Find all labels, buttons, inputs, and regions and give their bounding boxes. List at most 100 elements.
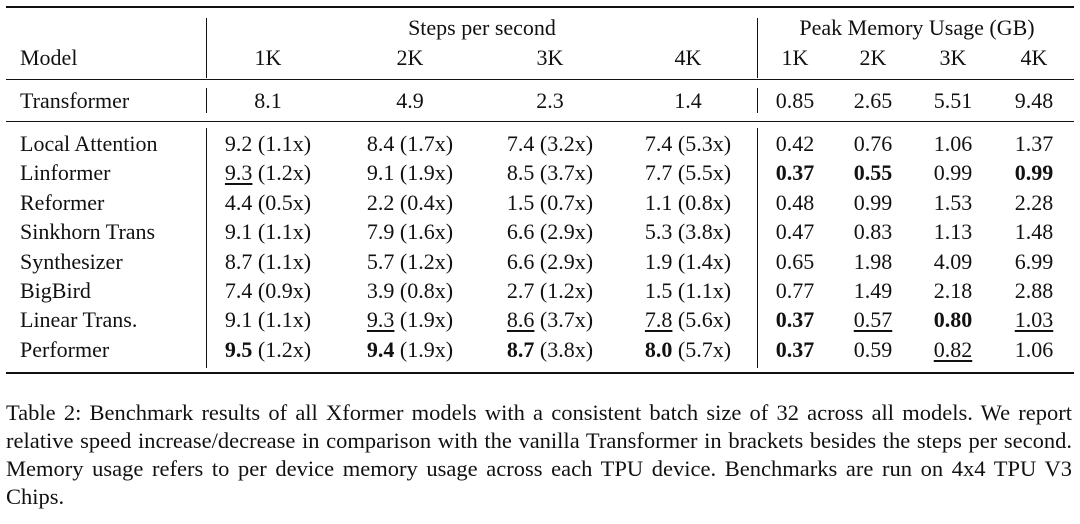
speed-ratio: (1.9x) bbox=[394, 160, 454, 186]
speed-cell: 7.4 (5.3x) bbox=[621, 131, 755, 157]
speed-value: 2.7 bbox=[506, 278, 535, 303]
speed-ratio: (1.1x) bbox=[252, 307, 312, 333]
memory-value: 1.48 bbox=[1014, 219, 1054, 245]
memory-value: 0.99 bbox=[853, 189, 893, 215]
memory-value: 2.88 bbox=[1014, 278, 1054, 303]
speed-ratio: (1.2x) bbox=[394, 248, 454, 274]
speed-cell: 1.5 (1.1x) bbox=[621, 278, 755, 304]
memory-value: 0.82 bbox=[933, 336, 973, 362]
speed-value: 8.7 bbox=[224, 248, 253, 274]
speed-cell: 9.1 (1.1x) bbox=[201, 307, 335, 333]
memory-cell: 1.03 bbox=[997, 307, 1071, 333]
speed-value: 6.6 bbox=[506, 219, 535, 245]
memory-value: 0.99 bbox=[933, 160, 973, 186]
memory-cell: 0.80 bbox=[916, 307, 990, 333]
speed-value: 2.2 bbox=[366, 189, 395, 215]
speed-cell: 5.7 (1.2x) bbox=[343, 249, 477, 275]
memory-cell: 0.83 bbox=[836, 219, 910, 245]
memory-value: 0.37 bbox=[775, 160, 815, 186]
memory-value: 0.76 bbox=[853, 131, 893, 156]
speed-ratio: (0.8x) bbox=[672, 189, 732, 215]
memory-cell: 0.99 bbox=[836, 190, 910, 216]
body-divider-right bbox=[757, 128, 758, 368]
model-column-header: Model bbox=[20, 45, 78, 70]
baseline-speed-cell: 4.9 bbox=[396, 88, 424, 113]
memory-cell: 2.88 bbox=[997, 278, 1071, 304]
memory-value: 0.77 bbox=[775, 278, 815, 303]
memory-cell: 0.76 bbox=[836, 131, 910, 157]
memory-value: 2.28 bbox=[1014, 189, 1054, 215]
speed-cell: 8.0 (5.7x) bbox=[621, 337, 755, 363]
memory-value: 0.42 bbox=[775, 131, 815, 156]
speed-cell: 7.4 (0.9x) bbox=[201, 278, 335, 304]
speed-cell: 9.1 (1.9x) bbox=[343, 160, 477, 186]
memory-cell: 2.28 bbox=[997, 190, 1071, 216]
speed-cell: 6.6 (2.9x) bbox=[483, 249, 617, 275]
speed-ratio: (0.7x) bbox=[534, 189, 594, 215]
speed-value: 8.0 bbox=[644, 336, 673, 362]
memory-cell: 0.82 bbox=[916, 337, 990, 363]
speed-ratio: (1.6x) bbox=[394, 219, 454, 245]
speed-value: 6.6 bbox=[506, 248, 535, 274]
memory-cell: 0.65 bbox=[758, 249, 832, 275]
speed-seq-header: 2K bbox=[396, 45, 424, 70]
baseline-divider-left bbox=[206, 88, 207, 113]
memory-cell: 0.48 bbox=[758, 190, 832, 216]
memory-cell: 0.99 bbox=[997, 160, 1071, 186]
speed-cell: 9.4 (1.9x) bbox=[343, 337, 477, 363]
memory-cell: 0.99 bbox=[916, 160, 990, 186]
speed-ratio: (0.4x) bbox=[394, 189, 454, 215]
speed-cell: 8.6 (3.7x) bbox=[483, 307, 617, 333]
memory-value: 0.47 bbox=[775, 219, 815, 245]
speed-cell: 5.3 (3.8x) bbox=[621, 219, 755, 245]
memory-cell: 4.09 bbox=[916, 249, 990, 275]
speed-seq-header: 3K bbox=[536, 45, 564, 70]
speed-cell: 1.1 (0.8x) bbox=[621, 190, 755, 216]
memory-cell: 1.98 bbox=[836, 249, 910, 275]
speed-seq-header: 1K bbox=[254, 45, 282, 70]
speed-cell: 7.8 (5.6x) bbox=[621, 307, 755, 333]
memory-value: 0.57 bbox=[853, 307, 893, 333]
memory-cell: 0.59 bbox=[836, 337, 910, 363]
memory-cell: 6.99 bbox=[997, 249, 1071, 275]
memory-value: 1.53 bbox=[933, 189, 973, 215]
memory-value: 6.99 bbox=[1014, 248, 1054, 274]
speed-value: 3.9 bbox=[366, 278, 395, 303]
speed-value: 9.1 bbox=[224, 219, 253, 245]
model-name-cell: Sinkhorn Trans bbox=[20, 219, 156, 245]
steps-per-second-header: Steps per second bbox=[408, 15, 556, 40]
speed-value: 9.1 bbox=[366, 160, 395, 186]
speed-cell: 2.2 (0.4x) bbox=[343, 190, 477, 216]
speed-cell: 3.9 (0.8x) bbox=[343, 278, 477, 304]
speed-ratio: (3.8x) bbox=[534, 336, 594, 362]
speed-cell: 1.9 (1.4x) bbox=[621, 249, 755, 275]
memory-value: 0.37 bbox=[775, 336, 815, 362]
speed-cell: 9.5 (1.2x) bbox=[201, 337, 335, 363]
memory-value: 0.99 bbox=[1014, 160, 1054, 186]
memory-value: 0.65 bbox=[775, 248, 815, 274]
model-name-cell: BigBird bbox=[20, 278, 91, 303]
model-name-cell: Local Attention bbox=[20, 131, 158, 156]
model-name-cell: Linear Trans. bbox=[20, 307, 138, 333]
header-rule bbox=[6, 79, 1074, 80]
memory-value: 0.48 bbox=[775, 189, 815, 215]
baseline-memory-cell: 0.85 bbox=[775, 88, 815, 113]
model-name-cell: Synthesizer bbox=[20, 248, 123, 274]
speed-value: 1.5 bbox=[506, 189, 535, 215]
memory-cell: 2.18 bbox=[916, 278, 990, 304]
speed-ratio: (1.9x) bbox=[394, 336, 454, 362]
memory-seq-header: 2K bbox=[859, 45, 887, 70]
baseline-memory-cell: 5.51 bbox=[933, 88, 973, 113]
speed-value: 1.5 bbox=[644, 278, 673, 303]
memory-value: 4.09 bbox=[933, 248, 973, 274]
speed-value: 9.3 bbox=[366, 307, 395, 333]
memory-seq-header: 3K bbox=[939, 45, 967, 70]
memory-value: 1.06 bbox=[933, 131, 973, 156]
memory-value: 2.18 bbox=[933, 278, 973, 303]
speed-cell: 7.7 (5.5x) bbox=[621, 160, 755, 186]
peak-memory-header: Peak Memory Usage (GB) bbox=[799, 15, 1035, 40]
speed-value: 5.7 bbox=[366, 248, 395, 274]
baseline-rule bbox=[6, 121, 1074, 122]
speed-seq-header: 4K bbox=[674, 45, 702, 70]
speed-ratio: (1.2x) bbox=[252, 160, 312, 186]
